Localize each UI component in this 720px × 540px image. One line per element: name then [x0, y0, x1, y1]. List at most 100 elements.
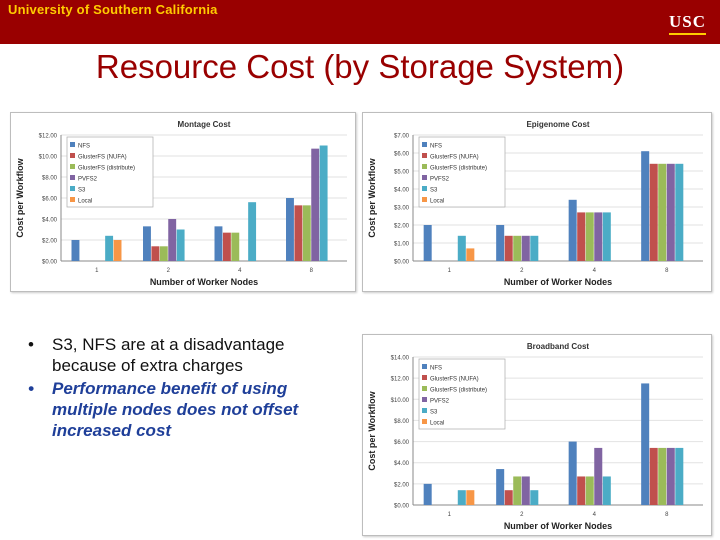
bullet-dot: •	[28, 335, 34, 354]
legend-box	[418, 358, 506, 430]
bar	[457, 490, 466, 505]
x-axis-label: Number of Worker Nodes	[504, 277, 612, 287]
bar	[585, 476, 594, 505]
bar	[675, 447, 684, 505]
legend-swatch	[70, 175, 75, 180]
bar	[594, 212, 603, 261]
x-axis-label: Number of Worker Nodes	[504, 521, 612, 531]
bar	[176, 229, 185, 261]
y-tick-label: $0.00	[394, 260, 410, 266]
chart-title: Epigenome Cost	[526, 120, 589, 129]
x-tick-label: 8	[665, 512, 669, 518]
y-tick-label: $12.00	[391, 377, 410, 383]
bullet-list: • S3, NFS are at a disadvantage because …	[28, 334, 353, 443]
legend-box	[66, 136, 154, 208]
legend-swatch	[422, 186, 427, 191]
y-tick-label: $6.00	[42, 197, 58, 203]
bar	[457, 235, 466, 261]
header-bar: University of Southern California USC	[0, 0, 720, 44]
legend-label: S3	[430, 188, 438, 194]
y-tick-label: $6.00	[394, 152, 410, 158]
bullet-item: • S3, NFS are at a disadvantage because …	[28, 334, 353, 376]
legend-label: S3	[78, 188, 86, 194]
legend-label: PVFS2	[430, 399, 450, 405]
legend-label: Local	[430, 421, 444, 427]
legend-label: GlusterFS (NUFA)	[78, 155, 127, 161]
bar	[222, 232, 231, 261]
legend-label: GlusterFS (distribute)	[78, 166, 135, 172]
bar	[530, 235, 539, 261]
bar	[105, 235, 114, 261]
legend-swatch	[70, 186, 75, 191]
bar	[143, 226, 151, 261]
legend-label: NFS	[430, 144, 442, 150]
legend-label: GlusterFS (distribute)	[430, 388, 487, 394]
bar	[214, 226, 223, 261]
legend-swatch	[70, 197, 75, 202]
bar	[568, 199, 577, 261]
x-tick-label: 4	[593, 268, 597, 274]
bar	[594, 447, 603, 505]
y-tick-label: $5.00	[394, 170, 410, 176]
y-tick-label: $6.00	[394, 440, 410, 446]
y-axis-label: Cost per Workflow	[15, 157, 25, 237]
bar	[504, 235, 513, 261]
y-tick-label: $8.00	[394, 419, 410, 425]
x-tick-label: 1	[448, 512, 452, 518]
bar	[666, 447, 675, 505]
bar	[286, 198, 294, 261]
slide-title: Resource Cost (by Storage System)	[95, 48, 625, 85]
bar	[423, 483, 432, 505]
bar	[466, 248, 475, 261]
legend-label: NFS	[78, 144, 90, 150]
bar	[513, 235, 522, 261]
y-tick-label: $2.00	[394, 224, 410, 230]
x-tick-label: 2	[167, 268, 171, 274]
x-tick-label: 1	[95, 268, 99, 274]
legend-label: S3	[430, 410, 438, 416]
bar	[641, 383, 650, 505]
bar	[466, 490, 475, 505]
y-tick-label: $3.00	[394, 206, 410, 212]
bar	[675, 163, 684, 261]
legend-swatch	[422, 175, 427, 180]
bar	[113, 240, 122, 261]
legend-label: Local	[430, 199, 444, 205]
y-tick-label: $12.00	[39, 134, 58, 140]
bar	[658, 163, 667, 261]
legend-swatch	[70, 153, 75, 158]
legend-box	[418, 136, 506, 208]
bar	[504, 490, 513, 505]
x-tick-label: 8	[665, 268, 669, 274]
legend-swatch	[422, 364, 427, 369]
y-tick-label: $0.00	[394, 504, 410, 510]
x-tick-label: 2	[520, 268, 524, 274]
x-tick-label: 2	[520, 512, 524, 518]
bar	[521, 476, 530, 505]
x-tick-label: 8	[310, 268, 314, 274]
bar	[231, 232, 240, 261]
bar	[168, 219, 177, 261]
legend-label: NFS	[430, 366, 442, 372]
bar	[577, 212, 586, 261]
bar	[658, 447, 667, 505]
y-tick-label: $2.00	[394, 482, 410, 488]
legend-swatch	[422, 153, 427, 158]
legend-swatch	[422, 408, 427, 413]
legend-label: GlusterFS (NUFA)	[430, 377, 479, 383]
y-tick-label: $0.00	[42, 260, 58, 266]
bar	[649, 447, 658, 505]
epigenome-cost-svg: Epigenome Cost Cost per Workflow Number of…	[367, 120, 703, 287]
bar	[311, 148, 320, 261]
bullet-text: Performance benefit of using multiple no…	[52, 379, 299, 440]
bar	[159, 246, 168, 261]
x-tick-label: 4	[593, 512, 597, 518]
bar	[649, 163, 658, 261]
bar	[585, 212, 594, 261]
y-tick-label: $7.00	[394, 134, 410, 140]
bar	[641, 151, 650, 261]
bar	[666, 163, 675, 261]
bullet-dot: •	[28, 379, 34, 398]
bar	[294, 205, 303, 261]
y-axis-label: Cost per Workflow	[367, 390, 377, 470]
